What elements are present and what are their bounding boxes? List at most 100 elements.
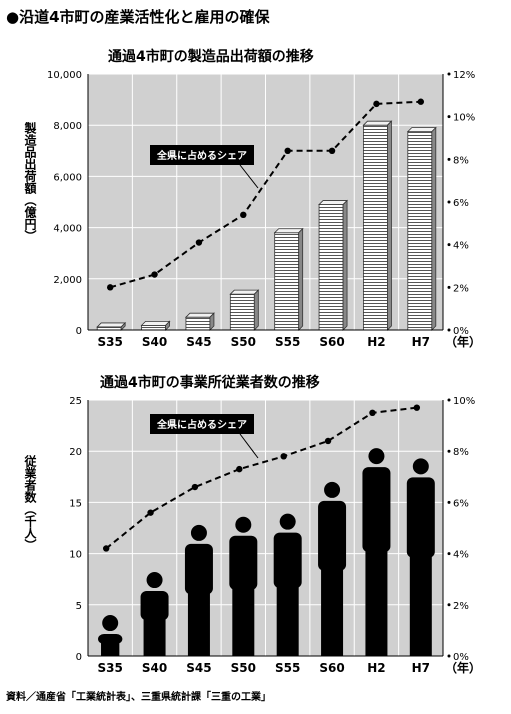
chart2-figure-body [273,532,302,589]
chart1-share-point [328,147,336,154]
chart1-share-point [240,211,247,218]
chart1-y2-tick-dot [447,72,451,76]
chart1-y2-tick-dot [447,328,451,332]
chart2-figure-legs [143,616,166,656]
chart2-y2-tick-dot [447,654,451,658]
chart2-y2-tick-label: 6% [453,498,469,509]
chart1-annotation-pointer [239,164,259,189]
chart1-y2-tick-dot [447,157,451,161]
chart2-share-line [105,406,417,550]
source-note: 資料／通産省「工業統計表」、三重県統計課「三重の工業」 [6,692,271,703]
chart2-figure-head [146,572,163,589]
chart2-y2-tick-label: 4% [453,550,469,561]
chart2-y-axis-label: 従業者数（千人） [23,455,37,551]
chart1-y-tick-label: 8,000 [53,121,82,132]
chart1-x-axis-unit: （年） [445,334,481,349]
chart2-figure-legs [365,548,388,656]
chart1-bar-top [229,289,260,295]
chart1-share-point [417,98,425,105]
chart2-title: 通過4市町の事業所従業者数の推移 [100,375,320,391]
chart1-share-point [373,100,380,108]
chart2-y2-tick-label: 2% [453,601,469,612]
chart1-title: 通過4市町の製造品出荷額の推移 [108,49,314,65]
chart1-bar-top [362,120,393,126]
chart1-y2-tick-label: 8% [453,155,469,166]
chart1-x-tick-label: S60 [319,335,344,349]
chart1-bar-top [140,320,171,326]
chart2-x-tick-label: S40 [142,661,167,675]
chart1-share-point [151,271,158,278]
chart1-share-line [109,100,421,289]
chart1-bar-side [342,199,348,331]
chart1-bar-side [209,312,215,331]
chart2-y-tick-label: 20 [69,447,82,458]
chart1-bar [185,316,211,331]
chart1-bar-top [318,200,349,205]
chart2-x-tick-label: H2 [367,661,385,675]
chart2-y-tick-label: 25 [69,396,82,407]
chart2-y-tick-label: 15 [69,498,82,509]
chart2-figure-head [279,513,296,530]
chart1-y-tick-label: 10,000 [47,70,82,81]
chart1-y-axis-label: 製造品出荷額（億円） [23,122,37,242]
chart1-bar-side [253,289,259,331]
chart1-bar-top [96,322,127,328]
chart1-y-tick-label: 4,000 [53,224,82,235]
chart1-bar [318,204,344,331]
chart1-bar [141,324,166,331]
chart2-figure-legs [409,553,432,656]
chart2-share-point [191,483,199,491]
chart2-x-tick-label: H7 [412,661,430,675]
chart1-bar-side [431,126,437,331]
chart2-plot: 全県に占めるシェア 0 5 10 15 20 25 0% 2% 4% 6% 8% 10% S35 S40 S4… [69,396,481,675]
chart1-y-tick-label: 2,000 [53,275,82,286]
chart2-figure-head [102,615,119,632]
chart1-bar [363,124,388,331]
chart2-y-tick-label: 5 [76,601,82,612]
chart1-y-tick-label: 6,000 [53,172,82,183]
chart2-y-tick-label: 0 [76,652,82,663]
chart1-bar [229,293,255,331]
chart2-y2-tick-dot [447,552,451,556]
chart1-y2-tick-dot [447,115,451,119]
chart2-y2-tick-dot [447,603,451,607]
chart2-figure-body [140,591,169,621]
chart1-y-tick-label: 0 [76,326,82,337]
chart2-annotation-box [150,414,254,434]
chart2-x-tick-label: S50 [231,661,256,675]
chart2-figure-head [235,516,252,533]
chart1-y2-tick-label: 0% [453,326,469,337]
chart1-x-tick-label: S45 [186,335,211,349]
chart2-figure-head [412,458,429,475]
chart2-y-tick-label: 10 [69,550,82,561]
chart1-plot: 全県に占めるシェア 0 2,000 4,000 6,000 8,000 10,000 0% 2%… [47,70,481,349]
chart1-bar-side [298,227,304,331]
chart2-y2-tick-label: 0% [453,652,469,663]
chart1-bar-side [165,320,170,331]
chart2-y2-tick-dot [447,500,451,504]
chart2-figure-legs [187,590,210,656]
chart1-bar [274,232,300,331]
chart2-share-point [280,453,287,460]
chart1-bar-side [387,120,392,331]
chart2-figure-legs [232,585,255,656]
chart2-y2-tick-label: 10% [453,396,475,407]
chart2-share-point [413,404,421,411]
chart2-figure-body [318,500,347,571]
chart2-figure-legs [321,566,344,656]
chart2-figure-head [324,481,341,498]
chart2-x-tick-label: S45 [186,661,211,675]
chart1-y2-tick-label: 12% [453,70,475,81]
chart1-y2-tick-dot [447,285,451,289]
chart2-figure-body [229,535,258,590]
chart1-share-point [106,284,114,291]
chart2-y2-tick-dot [447,398,451,402]
chart1-bar [407,131,433,331]
chart1-share-point [195,239,203,246]
chart1-x-tick-label: S55 [275,335,300,349]
chart1-annotation-label: 全県に占めるシェア [156,149,247,162]
chart2-x-tick-label: S60 [319,661,344,675]
chart1-y2-tick-label: 6% [453,198,469,209]
chart1-annotation-box [150,145,254,165]
